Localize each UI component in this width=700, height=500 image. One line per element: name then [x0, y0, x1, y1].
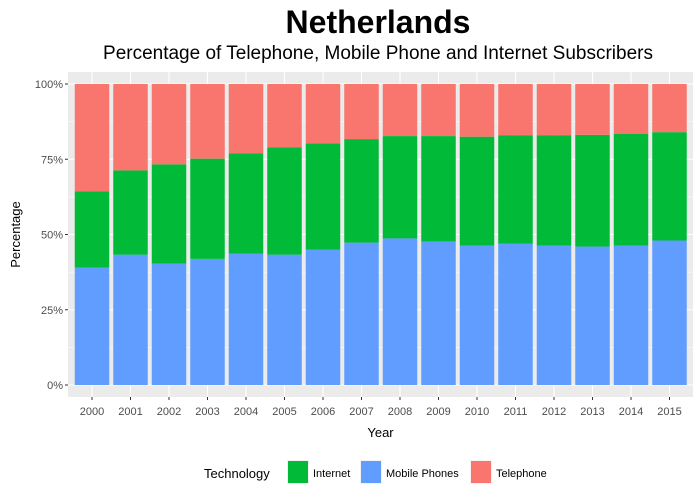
bar-segment	[498, 84, 533, 136]
x-tick-label: 2011	[504, 406, 528, 418]
bar-segment	[344, 242, 379, 385]
bar-segment	[305, 84, 341, 144]
x-tick-label: 2012	[542, 406, 566, 418]
bar-segment	[421, 241, 456, 385]
bar-segment	[267, 147, 302, 255]
x-tick-label: 2007	[349, 406, 373, 418]
bar-segment	[652, 84, 687, 133]
bar-segment	[113, 170, 148, 255]
y-tick-label: 25%	[41, 305, 63, 317]
bar-segment	[305, 249, 341, 385]
bar-segment	[459, 245, 495, 385]
bar-segment	[613, 245, 649, 385]
x-axis: 2000 2001 2002 2003 2004 2005 2006 2007 2008 2009…	[80, 397, 682, 418]
bar-segment	[575, 134, 610, 247]
bar-segment	[382, 136, 418, 239]
bar-segment	[498, 135, 533, 244]
legend-swatch	[471, 461, 491, 483]
bar-segment	[382, 238, 418, 385]
bar-segment	[190, 84, 225, 159]
x-tick-label: 2010	[465, 406, 489, 418]
bar-segment	[536, 135, 572, 246]
x-tick-label: 2002	[157, 406, 181, 418]
chart-title: Netherlands	[286, 4, 471, 40]
x-tick-label: 2009	[426, 406, 450, 418]
bar-segment	[190, 158, 225, 259]
bar-segment	[151, 164, 187, 264]
bar-segment	[267, 254, 302, 385]
bar-segment	[652, 132, 687, 241]
x-tick-label: 2006	[311, 406, 335, 418]
bar-segment	[344, 139, 379, 243]
bar-segment	[575, 246, 610, 385]
y-tick-label: 50%	[41, 230, 63, 242]
x-tick-label: 2003	[195, 406, 219, 418]
bar-segment	[344, 84, 379, 140]
bar-segment	[113, 84, 148, 171]
bar-segment	[74, 84, 110, 192]
y-axis-title: Percentage	[8, 201, 23, 268]
bar-segment	[305, 143, 341, 250]
x-axis-title: Year	[367, 425, 394, 440]
bar-segment	[421, 84, 456, 137]
bar-segment	[421, 136, 456, 242]
bar-segment	[459, 136, 495, 246]
legend-swatch	[288, 461, 308, 483]
bar-segment	[459, 84, 495, 137]
legend-swatch	[361, 461, 381, 483]
bar-segment	[190, 258, 225, 385]
legend: Technology Internet Mobile Phones Telephon…	[204, 460, 547, 484]
x-tick-label: 2004	[234, 406, 258, 418]
chart-subtitle: Percentage of Telephone, Mobile Phone an…	[103, 43, 653, 64]
x-tick-label: 2005	[272, 406, 296, 418]
bar-segment	[228, 253, 264, 385]
bar-segment	[498, 243, 533, 385]
bar-segment	[575, 84, 610, 135]
legend-label: Internet	[313, 468, 350, 480]
bar-segment	[74, 267, 110, 385]
legend-label: Telephone	[496, 468, 547, 480]
y-tick-label: 75%	[41, 154, 63, 166]
y-tick-label: 100%	[35, 79, 63, 91]
x-tick-label: 2013	[580, 406, 604, 418]
bar-segment	[151, 84, 187, 165]
legend-label: Mobile Phones	[386, 468, 459, 480]
x-tick-label: 2008	[388, 406, 412, 418]
y-tick-label: 0%	[47, 380, 63, 392]
bar-segment	[74, 191, 110, 268]
x-tick-label: 2014	[619, 406, 643, 418]
x-tick-label: 2015	[657, 406, 681, 418]
bar-segment	[382, 84, 418, 137]
bar-segment	[113, 254, 148, 385]
bar-segment	[228, 84, 264, 154]
x-tick-label: 2000	[80, 406, 104, 418]
bar-segment	[613, 133, 649, 246]
bar-segment	[267, 84, 302, 148]
bars	[74, 84, 687, 385]
bar-segment	[652, 240, 687, 385]
x-tick-label: 2001	[118, 406, 142, 418]
bar-segment	[536, 84, 572, 136]
legend-title: Technology	[204, 466, 270, 481]
bar-segment	[151, 263, 187, 385]
bar-segment	[228, 153, 264, 254]
bar-segment	[613, 84, 649, 134]
bar-segment	[536, 245, 572, 385]
y-axis: 0% 25% 50% 75% 100%	[35, 79, 68, 392]
